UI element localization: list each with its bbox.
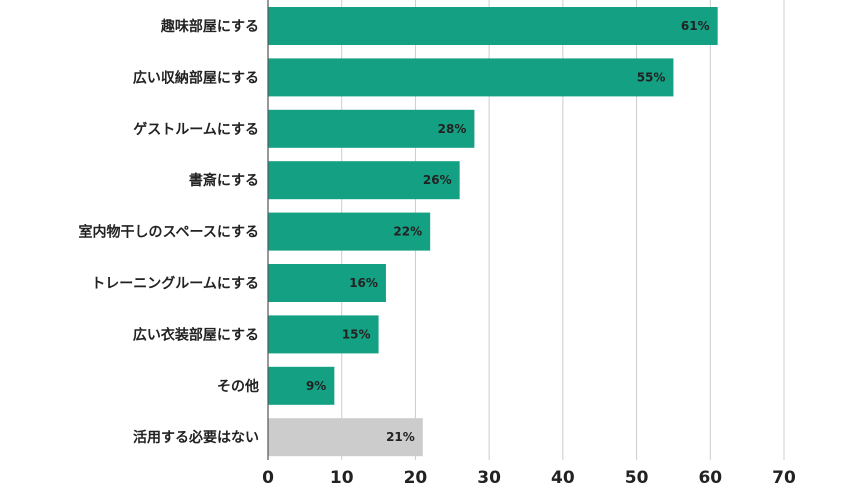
data-label-2: 28% [438,122,467,136]
category-label-8: 活用する必要はない [133,429,259,446]
x-tick-label-60: 60 [698,468,722,488]
bar-2 [268,109,475,148]
category-label-3: 書斎にする [189,172,259,189]
x-tick-label-30: 30 [477,468,501,488]
bar-6 [268,315,379,354]
bars [268,7,718,457]
category-labels: 趣味部屋にする広い収納部屋にするゲストルームにする書斎にする室内物干しのスペース… [79,18,259,446]
data-labels: 61% 55% 28% 26% 22% 16% 15% 9% 21% [306,19,710,444]
data-label-4: 22% [393,225,422,239]
data-label-6: 15% [342,327,371,341]
category-label-6: 広い衣装部屋にする [133,326,259,343]
x-tick-label-10: 10 [330,468,354,488]
bar-4 [268,212,431,251]
bar-7 [268,366,335,405]
data-label-0: 61% [681,19,710,33]
data-label-8: 21% [386,430,415,444]
category-label-4: 室内物干しのスペースにする [79,224,259,241]
category-label-5: トレーニングルームにする [91,275,259,292]
data-label-3: 26% [423,173,452,187]
x-tick-label-70: 70 [772,468,796,488]
bar-5 [268,264,386,302]
category-label-0: 趣味部屋にする [160,18,259,35]
bar-1 [268,58,674,97]
bar-3 [268,161,460,200]
bar-8 [268,418,423,457]
data-label-7: 9% [306,379,326,393]
x-tick-label-50: 50 [625,468,649,488]
data-label-1: 55% [637,70,666,84]
x-tick-label-20: 20 [404,468,428,488]
data-label-5: 16% [349,276,378,290]
bar-0 [268,7,718,45]
category-label-2: ゲストルームにする [133,121,259,138]
x-axis-tick-labels: 0 10 20 30 40 50 60 70 [262,468,796,488]
x-tick-label-40: 40 [551,468,575,488]
category-label-7: その他 [217,378,259,395]
x-tick-label-0: 0 [262,468,274,488]
category-label-1: 広い収納部屋にする [133,69,259,86]
